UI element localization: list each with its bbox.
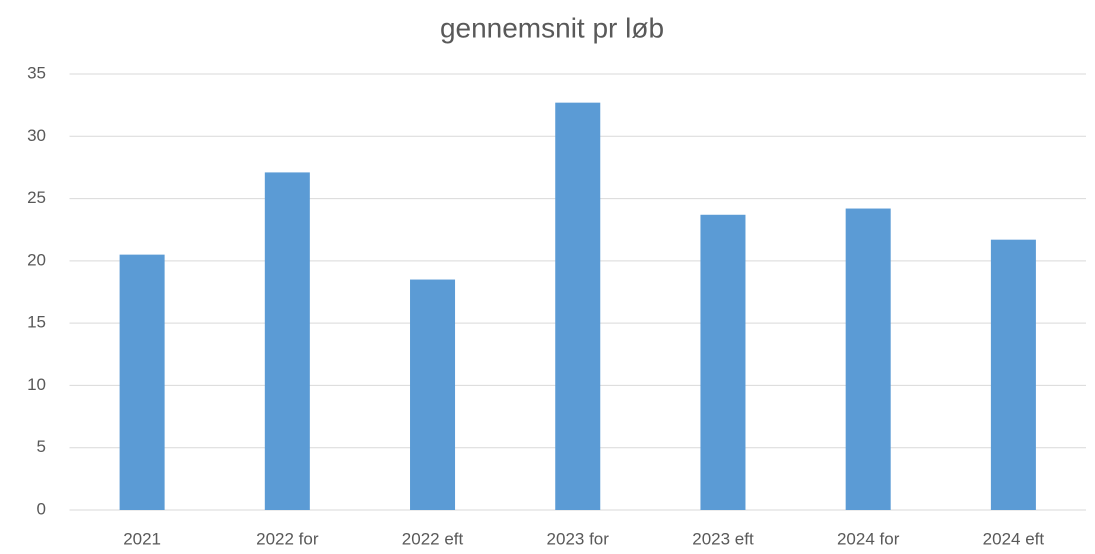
chart-title: gennemsnit pr løb — [440, 12, 664, 43]
x-tick-label: 2023 eft — [692, 529, 754, 548]
x-tick-label: 2024 for — [837, 529, 900, 548]
y-tick-label: 20 — [27, 250, 46, 269]
y-tick-label: 10 — [27, 375, 46, 394]
x-tick-label: 2022 for — [256, 529, 319, 548]
bar — [700, 214, 746, 510]
x-tick-label: 2024 eft — [983, 529, 1045, 548]
x-tick-label: 2023 for — [547, 529, 610, 548]
bar — [845, 208, 891, 510]
y-tick-label: 30 — [27, 126, 46, 145]
bar — [119, 254, 165, 510]
bar — [410, 279, 456, 510]
y-tick-label: 15 — [27, 313, 46, 332]
bar — [990, 239, 1036, 510]
y-tick-label: 0 — [37, 499, 46, 518]
y-tick-label: 25 — [27, 188, 46, 207]
y-tick-label: 35 — [27, 63, 46, 82]
x-tick-label: 2022 eft — [402, 529, 464, 548]
x-tick-label: 2021 — [123, 529, 161, 548]
bar — [555, 102, 601, 510]
y-tick-label: 5 — [37, 437, 46, 456]
bar — [264, 172, 310, 510]
